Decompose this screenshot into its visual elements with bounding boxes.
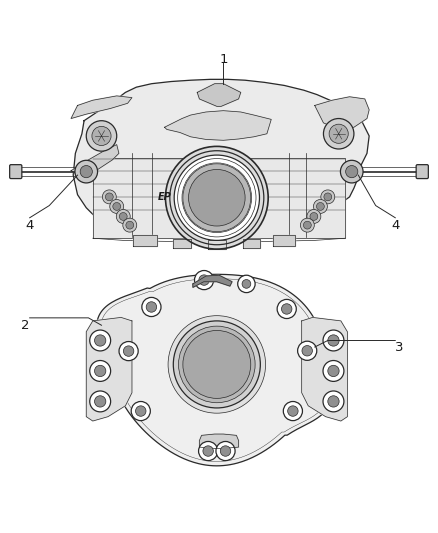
Text: 2: 2 <box>21 319 30 332</box>
Circle shape <box>119 213 127 220</box>
Circle shape <box>300 218 314 232</box>
Circle shape <box>119 342 138 361</box>
FancyBboxPatch shape <box>10 165 22 179</box>
Circle shape <box>75 160 98 183</box>
Polygon shape <box>273 235 295 246</box>
Circle shape <box>328 365 339 377</box>
Circle shape <box>302 345 312 356</box>
Circle shape <box>146 302 157 312</box>
Polygon shape <box>71 96 132 118</box>
Text: EP: EP <box>158 192 171 202</box>
Circle shape <box>179 326 255 403</box>
Circle shape <box>178 158 256 237</box>
Polygon shape <box>93 158 345 238</box>
Circle shape <box>135 406 146 416</box>
Circle shape <box>188 169 245 226</box>
Circle shape <box>90 330 111 351</box>
Circle shape <box>182 163 252 232</box>
Polygon shape <box>97 274 332 466</box>
Circle shape <box>323 118 354 149</box>
Circle shape <box>95 335 106 346</box>
Circle shape <box>90 391 111 412</box>
Polygon shape <box>173 239 191 248</box>
Circle shape <box>329 124 348 143</box>
Circle shape <box>199 275 209 285</box>
Circle shape <box>328 396 339 407</box>
Circle shape <box>324 193 332 201</box>
FancyBboxPatch shape <box>416 165 428 179</box>
Circle shape <box>110 199 124 213</box>
Circle shape <box>328 335 339 346</box>
Circle shape <box>106 193 113 201</box>
Text: 4: 4 <box>25 219 34 232</box>
Circle shape <box>220 446 231 456</box>
Circle shape <box>323 360 344 382</box>
Circle shape <box>323 330 344 351</box>
Circle shape <box>173 321 260 408</box>
Text: 3: 3 <box>396 341 404 353</box>
Text: 4: 4 <box>391 219 399 232</box>
Circle shape <box>124 346 134 357</box>
Circle shape <box>102 190 116 204</box>
Circle shape <box>242 279 251 288</box>
Circle shape <box>317 203 324 211</box>
Circle shape <box>183 164 251 232</box>
Circle shape <box>90 360 111 382</box>
Polygon shape <box>315 97 369 130</box>
Circle shape <box>346 166 358 177</box>
Polygon shape <box>73 79 369 240</box>
Circle shape <box>131 401 150 421</box>
Circle shape <box>198 441 218 461</box>
Circle shape <box>142 297 161 317</box>
Polygon shape <box>208 240 226 249</box>
Circle shape <box>216 441 235 461</box>
Circle shape <box>314 199 327 213</box>
Circle shape <box>310 213 318 220</box>
Circle shape <box>282 304 292 314</box>
Circle shape <box>307 209 321 223</box>
Circle shape <box>323 391 344 412</box>
Circle shape <box>203 446 213 456</box>
Circle shape <box>304 221 311 229</box>
Circle shape <box>183 330 251 398</box>
Polygon shape <box>197 84 241 107</box>
Circle shape <box>113 203 120 211</box>
Circle shape <box>194 271 214 289</box>
Circle shape <box>95 365 106 377</box>
Circle shape <box>340 160 363 183</box>
Polygon shape <box>199 434 239 448</box>
Polygon shape <box>86 318 132 421</box>
Polygon shape <box>71 144 119 177</box>
Polygon shape <box>165 111 271 140</box>
Circle shape <box>123 218 137 232</box>
Circle shape <box>297 341 317 360</box>
Circle shape <box>174 155 259 240</box>
Polygon shape <box>243 239 260 248</box>
Circle shape <box>86 120 117 151</box>
Polygon shape <box>302 318 347 421</box>
Polygon shape <box>193 275 232 287</box>
Circle shape <box>321 190 335 204</box>
Circle shape <box>168 316 265 413</box>
Circle shape <box>170 151 264 245</box>
Circle shape <box>238 275 255 293</box>
Circle shape <box>283 401 303 421</box>
Circle shape <box>116 209 130 223</box>
Circle shape <box>80 166 92 177</box>
Circle shape <box>126 221 134 229</box>
Circle shape <box>92 126 111 146</box>
Polygon shape <box>133 235 157 246</box>
Circle shape <box>95 396 106 407</box>
Circle shape <box>277 300 296 319</box>
Text: 1: 1 <box>219 53 228 66</box>
Circle shape <box>166 147 268 249</box>
Circle shape <box>288 406 298 416</box>
